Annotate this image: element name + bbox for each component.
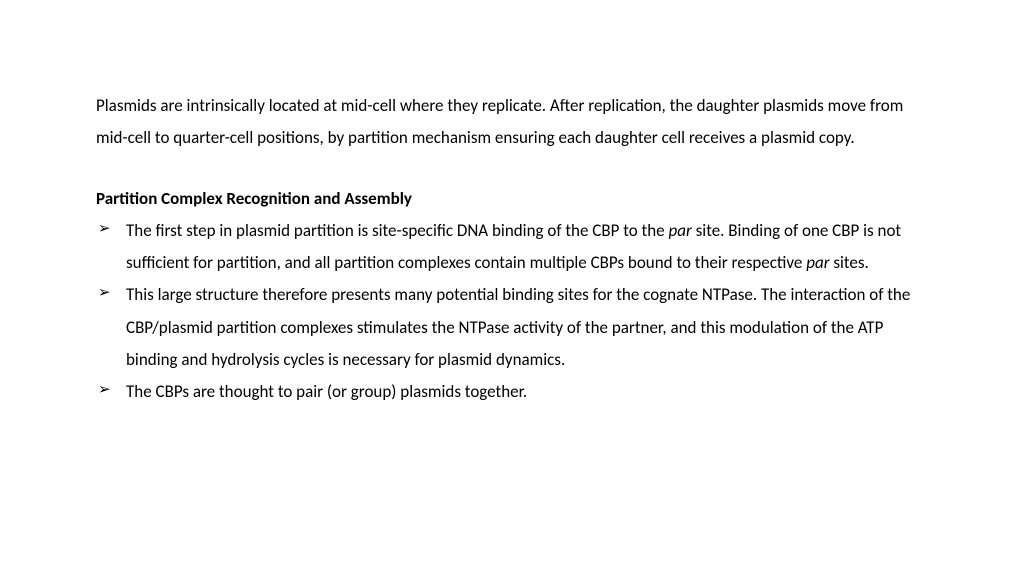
italic-text: par bbox=[806, 252, 829, 273]
intro-paragraph: Plasmids are intrinsically located at mi… bbox=[96, 90, 928, 155]
list-item: The first step in plasmid partition is s… bbox=[96, 215, 928, 280]
section-heading: Partition Complex Recognition and Assemb… bbox=[96, 183, 928, 215]
list-item: This large structure therefore presents … bbox=[96, 279, 928, 376]
italic-text: par bbox=[668, 220, 691, 241]
bullet-list: The first step in plasmid partition is s… bbox=[96, 215, 928, 409]
list-item: The CBPs are thought to pair (or group) … bbox=[96, 376, 928, 408]
bullet-text: This large structure therefore presents … bbox=[126, 284, 910, 370]
bullet-text: The CBPs are thought to pair (or group) … bbox=[126, 381, 527, 402]
bullet-text: sites. bbox=[830, 252, 869, 273]
bullet-text: The first step in plasmid partition is s… bbox=[126, 220, 668, 241]
